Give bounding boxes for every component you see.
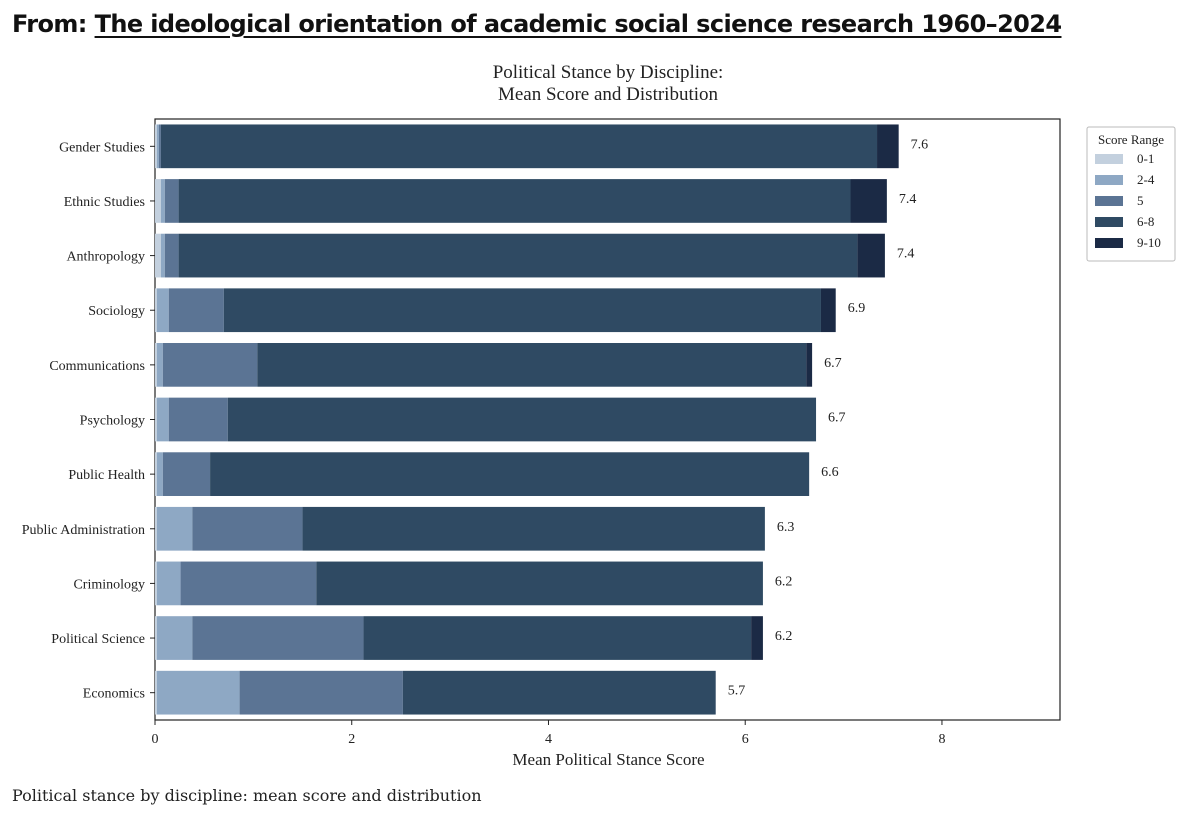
bar-segment-2-4 (160, 233, 165, 278)
source-prefix: From: (12, 10, 87, 38)
bar-segment-9-10 (806, 343, 813, 387)
y-tick-label: Gender Studies (59, 140, 145, 155)
bar-segment-6-8 (178, 233, 858, 278)
mean-value-label: 6.2 (775, 629, 793, 644)
bar-segment-6-8 (302, 506, 765, 551)
legend-swatch-6-8 (1095, 217, 1123, 227)
mean-value-label: 6.6 (821, 465, 839, 480)
bar-segment-6-8 (316, 561, 763, 606)
legend-swatch-5 (1095, 196, 1123, 206)
y-tick-label: Economics (83, 687, 145, 702)
bar-segment-0-1 (155, 616, 157, 660)
legend-label-0-1: 0-1 (1137, 151, 1154, 166)
legend-label-6-8: 6-8 (1137, 214, 1154, 229)
legend-swatch-0-1 (1095, 154, 1123, 164)
y-tick-label: Public Health (68, 468, 145, 483)
bar-segment-5 (162, 343, 258, 387)
figure-caption: Political stance by discipline: mean sco… (12, 786, 482, 805)
bar-segment-5 (192, 616, 364, 660)
mean-value-label: 7.6 (911, 137, 929, 152)
bar-segment-6-8 (402, 670, 716, 715)
x-tick-label: 2 (348, 732, 355, 747)
bar-segment-6-8 (223, 288, 821, 333)
bar-segment-6-8 (363, 616, 752, 660)
bar-segment-5 (164, 179, 179, 223)
bar-segment-0-1 (155, 233, 161, 278)
bar-segment-6-8 (257, 343, 807, 387)
bar-segment-5 (164, 233, 179, 278)
y-tick-label: Political Science (51, 632, 145, 647)
y-tick-label: Anthropology (66, 250, 145, 265)
legend-swatch-2-4 (1095, 175, 1123, 185)
legend-title: Score Range (1098, 132, 1164, 147)
mean-value-label: 6.7 (824, 356, 842, 371)
x-tick-label: 0 (152, 732, 159, 747)
bar-segment-6-8 (178, 179, 851, 223)
bar-segment-5 (168, 288, 224, 333)
bar-segment-2-4 (156, 616, 193, 660)
bar-segment-0-1 (155, 124, 157, 169)
bar-segment-9-10 (857, 233, 885, 278)
legend-label-9-10: 9-10 (1137, 235, 1161, 250)
y-tick-label: Communications (49, 359, 145, 374)
bar-segment-5 (168, 397, 228, 442)
bar-segment-9-10 (820, 288, 836, 333)
y-tick-label: Psychology (80, 414, 145, 429)
bar-segment-0-1 (155, 179, 161, 223)
mean-value-label: 7.4 (899, 192, 917, 207)
bar-segment-9-10 (877, 124, 899, 169)
bar-segment-2-4 (156, 670, 240, 715)
bar-segment-2-4 (156, 124, 159, 169)
x-tick-label: 4 (545, 732, 552, 747)
bar-segment-0-1 (155, 397, 157, 442)
x-tick-label: 6 (742, 732, 749, 747)
stacked-bar-chart: Gender Studies 7.6 Ethnic Studies 7.4 Anthro… (22, 118, 1176, 769)
legend-label-2-4: 2-4 (1137, 172, 1155, 187)
mean-value-label: 6.2 (775, 574, 793, 589)
bar-segment-0-1 (155, 343, 157, 387)
y-tick-label: Sociology (88, 304, 145, 319)
bar-segment-2-4 (156, 397, 169, 442)
legend-label-5: 5 (1137, 193, 1144, 208)
chart-title-line1: Political Stance by Discipline: (492, 62, 724, 83)
chart-title: Political Stance by Discipline: Mean Sco… (308, 62, 908, 106)
bar-segment-0-1 (155, 506, 157, 551)
bar-segment-2-4 (156, 561, 181, 606)
bar-segment-2-4 (156, 506, 193, 551)
mean-value-label: 5.7 (728, 684, 746, 699)
bar-segment-2-4 (156, 452, 163, 496)
bar-segment-5 (180, 561, 317, 606)
bar-segment-2-4 (156, 343, 163, 387)
legend: Score Range 0-1 2-4 5 6-8 9-10 (1086, 126, 1176, 262)
y-tick-label: Ethnic Studies (64, 195, 145, 210)
mean-value-label: 7.4 (897, 247, 915, 262)
bar-segment-6-8 (227, 397, 817, 442)
chart-title-line2: Mean Score and Distribution (497, 84, 719, 105)
bar-segment-0-1 (155, 452, 157, 496)
bar-segment-5 (158, 124, 161, 169)
legend-swatch-9-10 (1095, 238, 1123, 248)
x-axis-title: Mean Political Stance Score (512, 750, 704, 769)
bar-segment-2-4 (160, 179, 165, 223)
article-title-link[interactable]: The ideological orientation of academic … (94, 10, 1063, 38)
mean-value-label: 6.9 (848, 301, 866, 316)
mean-value-label: 6.3 (777, 520, 795, 535)
bar-segment-6-8 (160, 124, 878, 169)
x-tick-label: 8 (938, 732, 945, 747)
bar-segment-9-10 (751, 616, 763, 660)
y-tick-label: Public Administration (22, 523, 145, 538)
bar-segment-2-4 (156, 288, 169, 333)
mean-value-label: 6.7 (828, 411, 846, 426)
bar-segment-9-10 (850, 179, 887, 223)
y-tick-label: Criminology (73, 577, 145, 592)
bar-segment-5 (192, 506, 303, 551)
bar-segment-0-1 (155, 561, 157, 606)
bar-segment-0-1 (155, 670, 157, 715)
figure-source-header: From: The ideological orientation of aca… (12, 10, 1063, 38)
bar-segment-5 (239, 670, 403, 715)
bar-segment-5 (162, 452, 211, 496)
bar-segment-0-1 (155, 288, 157, 333)
bar-segment-6-8 (210, 452, 810, 496)
